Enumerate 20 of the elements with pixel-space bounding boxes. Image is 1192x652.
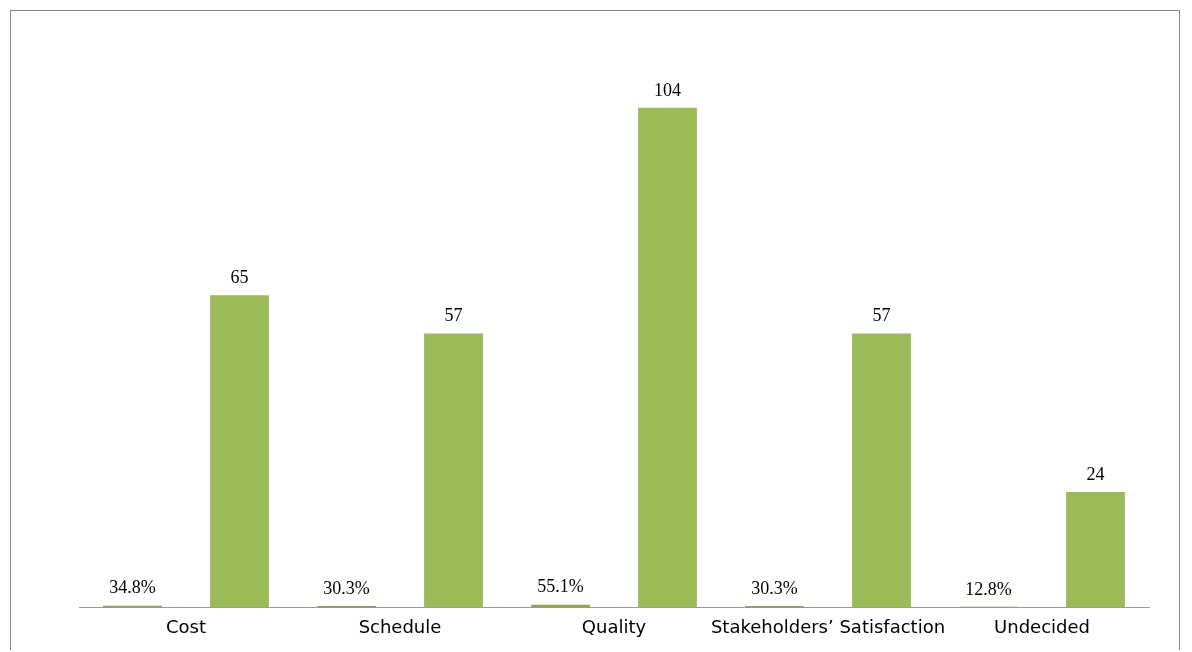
x-tick-label: Undecided xyxy=(994,615,1090,637)
bar xyxy=(424,333,483,608)
data-label: 12.8% xyxy=(965,578,1012,599)
data-label: 65 xyxy=(230,266,249,287)
x-tick-label: Stakeholders’ Satisfaction xyxy=(710,615,946,637)
bar xyxy=(852,333,911,608)
data-label: 57 xyxy=(444,305,463,326)
bar xyxy=(638,107,697,608)
data-label: 30.3% xyxy=(323,577,370,598)
data-label: 30.3% xyxy=(751,577,798,598)
x-tick-label: Quality xyxy=(581,615,647,637)
data-label: 34.8% xyxy=(109,577,156,598)
data-label: 57 xyxy=(872,305,891,326)
bar xyxy=(1066,492,1125,608)
data-label: 24 xyxy=(1086,463,1105,484)
x-tick-label: Schedule xyxy=(358,615,442,637)
bar xyxy=(210,295,269,608)
x-tick-label: Cost xyxy=(165,615,207,637)
data-label: 104 xyxy=(654,79,681,100)
data-label: 55.1% xyxy=(537,576,584,597)
